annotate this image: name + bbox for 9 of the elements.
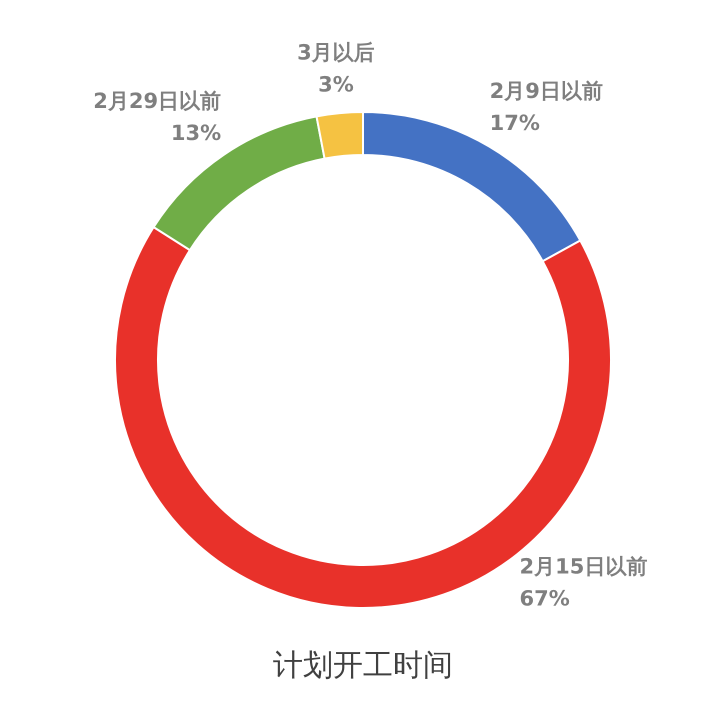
text: 计划开工时间 xyxy=(273,648,453,683)
slice-label: 3月以后 xyxy=(297,40,375,64)
data-label: 17% xyxy=(490,111,540,136)
slice-label: 2月9日以前 xyxy=(490,79,603,104)
data-label: 67% xyxy=(520,586,570,611)
data-label: 3% xyxy=(318,72,354,96)
slice-label: 2月15日以前 xyxy=(520,554,648,579)
data-label: 13% xyxy=(170,120,222,145)
slice-label: 2月29日以前 xyxy=(93,88,222,113)
